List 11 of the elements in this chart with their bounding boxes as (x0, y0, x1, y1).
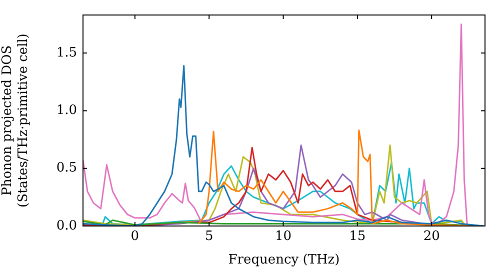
y-tick-label: 0.0 (56, 218, 77, 234)
x-tick-label: 0 (130, 229, 140, 244)
x-tick-label: 20 (423, 229, 440, 244)
x-axis-title: Frequency (THz) (228, 252, 340, 268)
x-tick-label: 15 (349, 229, 366, 244)
y-tick-label: 1.5 (56, 45, 77, 60)
y-axis-title: Phonon projected DOS (States/THz·primitive cell) (0, 33, 31, 208)
x-tick-label: 5 (204, 229, 214, 244)
y-tick-label: 1.0 (56, 103, 77, 118)
y-tick-label: 0.5 (56, 160, 77, 176)
x-tick-label: 10 (274, 229, 292, 244)
